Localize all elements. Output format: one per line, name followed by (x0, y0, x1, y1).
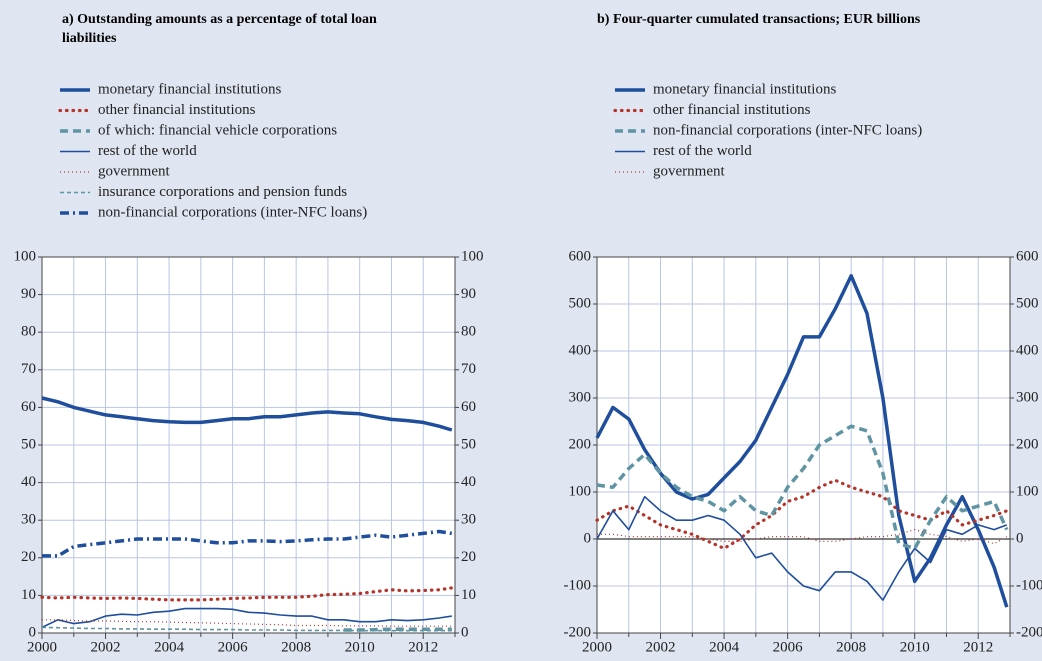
series-line (343, 627, 452, 632)
y2-tick-label: 100 (1016, 483, 1039, 499)
y-tick-label: 30 (21, 512, 36, 528)
panel-title: a) Outstanding amounts as a percentage o… (62, 12, 377, 46)
x-tick-label: 2002 (646, 639, 676, 655)
x-tick-label: 2012 (408, 639, 438, 655)
series-line (42, 529, 453, 558)
y-tick-label: -200 (564, 624, 592, 640)
legend-label: non-financial corporations (inter-NFC lo… (98, 204, 367, 220)
x-tick-label: 2008 (836, 639, 866, 655)
y2-tick-label: 30 (461, 512, 476, 528)
series-line (41, 626, 452, 632)
y-tick-label: 70 (21, 361, 36, 377)
y2-tick-label: 70 (461, 361, 476, 377)
x-tick-label: 2004 (709, 639, 740, 655)
y2-tick-label: 50 (461, 436, 476, 452)
y-tick-label: 100 (569, 483, 592, 499)
y-tick-label: 50 (21, 436, 36, 452)
legend-label: government (98, 163, 170, 179)
y-tick-label: 100 (14, 248, 37, 264)
y-tick-label: 200 (569, 436, 592, 452)
x-tick-label: 2002 (91, 639, 121, 655)
y-tick-label: 40 (21, 474, 36, 490)
series-line (597, 529, 1008, 545)
y-tick-label: 300 (569, 389, 592, 405)
y2-tick-label: 500 (1016, 295, 1039, 311)
x-tick-label: 2000 (582, 639, 612, 655)
y2-tick-label: 600 (1016, 248, 1039, 264)
y2-tick-label: -100 (1016, 577, 1042, 593)
series-line (42, 619, 452, 627)
y-tick-label: 60 (21, 399, 36, 415)
legend-label: monetary financial institutions (653, 81, 836, 97)
y-tick-label: 600 (569, 248, 592, 264)
x-tick-label: 2004 (154, 639, 185, 655)
y-tick-label: 0 (29, 624, 37, 640)
series-line (596, 495, 1008, 601)
y2-tick-label: 10 (461, 587, 476, 603)
legend-label: government (653, 163, 725, 179)
y-tick-label: 80 (21, 324, 36, 340)
legend-label: rest of the world (653, 143, 752, 159)
x-tick-label: 2006 (218, 639, 249, 655)
y2-tick-label: 0 (1016, 530, 1024, 546)
legend-label: non-financial corporations (inter-NFC lo… (653, 122, 922, 138)
legend-label: of which: financial vehicle corporations (98, 122, 337, 138)
series-line (41, 396, 453, 432)
y2-tick-label: 300 (1016, 389, 1039, 405)
series-line (40, 586, 454, 602)
x-tick-label: 2006 (773, 639, 804, 655)
y2-tick-label: 20 (461, 549, 476, 565)
y2-tick-label: 80 (461, 324, 476, 340)
legend-label: other financial institutions (98, 102, 256, 118)
y2-tick-label: 90 (461, 286, 476, 302)
x-tick-label: 2008 (281, 639, 311, 655)
x-tick-label: 2010 (345, 639, 375, 655)
x-tick-label: 2010 (900, 639, 930, 655)
legend-label: rest of the world (98, 143, 197, 159)
series-line (41, 607, 452, 629)
y2-tick-label: -200 (1016, 624, 1042, 640)
y-tick-label: 400 (569, 342, 592, 358)
y2-tick-label: 60 (461, 399, 476, 415)
y2-tick-label: 400 (1016, 342, 1039, 358)
y-tick-label: 90 (21, 286, 36, 302)
x-tick-label: 2012 (963, 639, 993, 655)
legend-label: other financial institutions (653, 102, 811, 118)
panel-title: b) Four-quarter cumulated transactions; … (597, 12, 921, 27)
y-tick-label: 500 (569, 295, 592, 311)
legend-label: monetary financial institutions (98, 81, 281, 97)
y2-tick-label: 100 (461, 248, 484, 264)
y-tick-label: 20 (21, 549, 36, 565)
y-tick-label: -100 (564, 577, 592, 593)
series-line (596, 424, 1009, 551)
x-tick-label: 2000 (27, 639, 57, 655)
y-tick-label: 10 (21, 587, 36, 603)
y2-tick-label: 0 (461, 624, 469, 640)
y2-tick-label: 40 (461, 474, 476, 490)
series-line (595, 478, 1009, 550)
y2-tick-label: 200 (1016, 436, 1039, 452)
legend-label: insurance corporations and pension funds (98, 184, 347, 200)
y-tick-label: 0 (584, 530, 592, 546)
